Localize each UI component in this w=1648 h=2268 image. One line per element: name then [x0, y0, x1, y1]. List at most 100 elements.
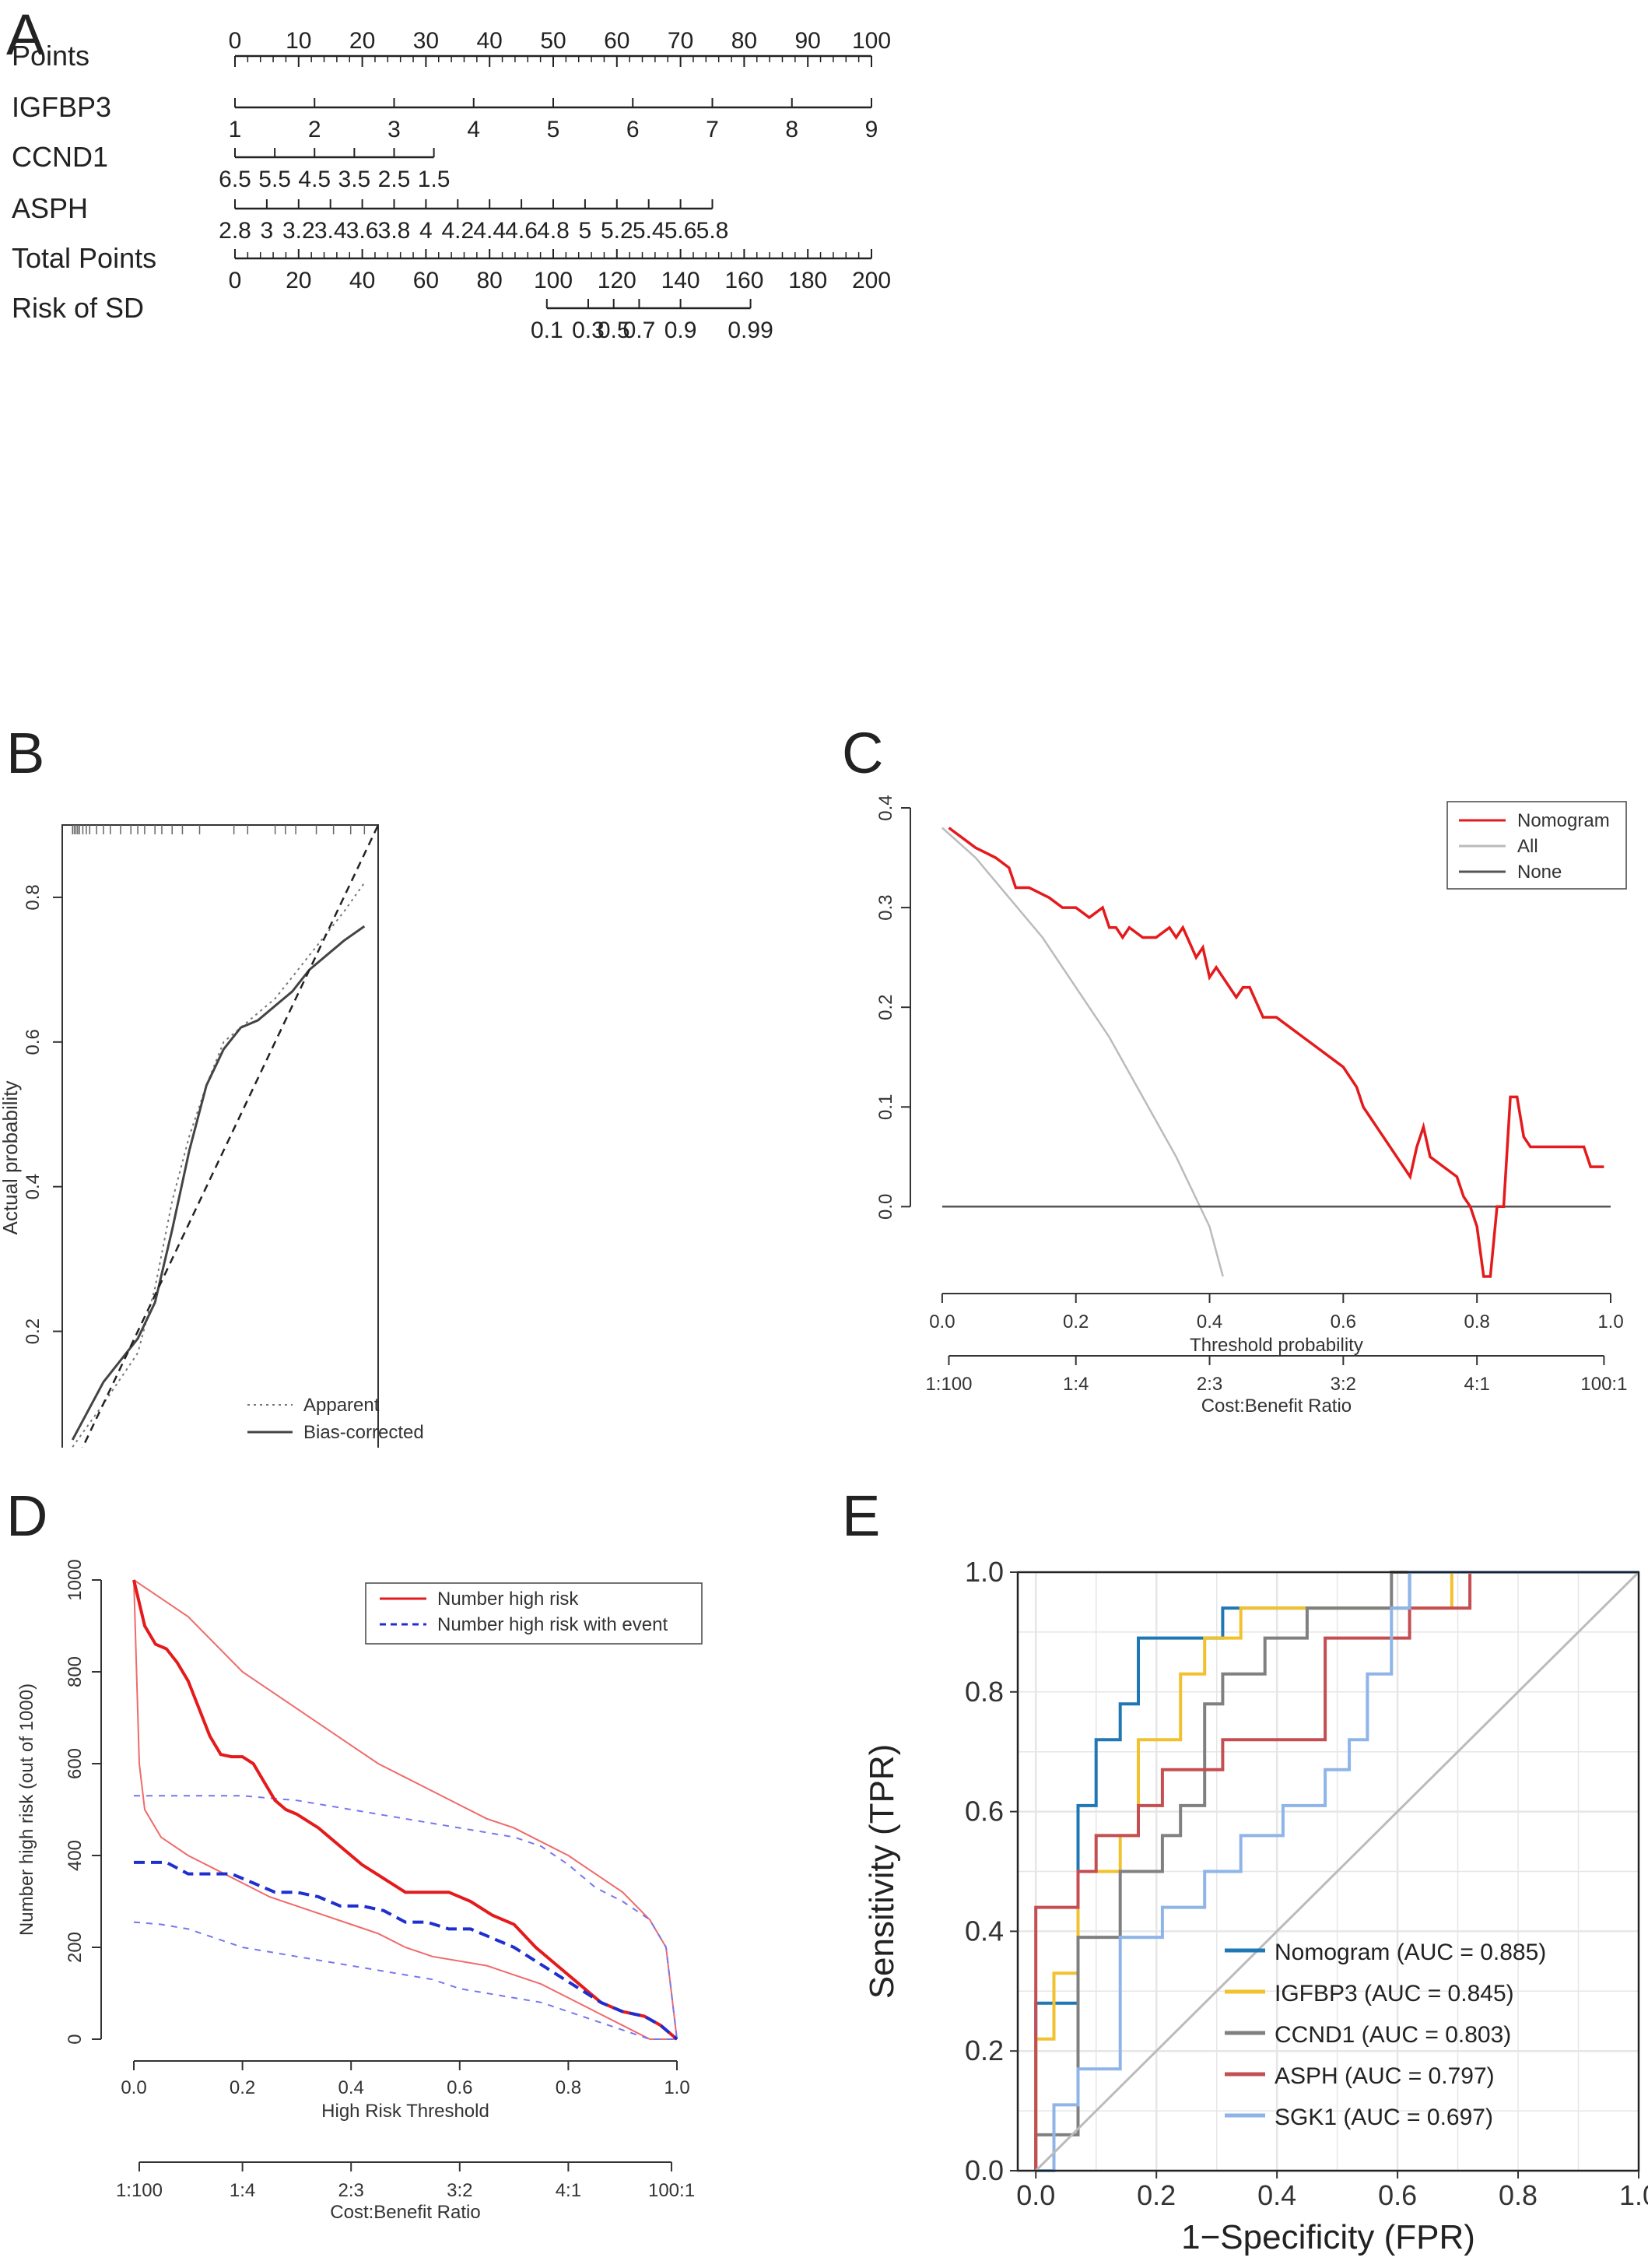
tick-label-points: 20	[349, 28, 375, 54]
diagonal-reference-line	[1035, 1571, 1640, 2172]
tick-label-asph: 3.6	[346, 218, 379, 244]
tick-label-igfbp3: 4	[467, 117, 480, 142]
x-tick-label: 0.8	[1464, 1311, 1489, 1332]
tick-label-asph: 5.6	[664, 218, 697, 244]
y-tick-label: 400	[65, 1840, 86, 1871]
x-tick-label: 0.4	[1197, 1311, 1222, 1332]
tick-label-asph: 3.4	[314, 218, 347, 244]
cost-benefit-tick-label: 100:1	[1580, 1374, 1627, 1395]
y-tick-label: 0.0	[875, 1194, 896, 1220]
confidence-band-line	[133, 1579, 677, 2040]
x-tick-label: 0.2	[1137, 2179, 1176, 2211]
tick-label-risk-of-sd: 0.7	[623, 318, 656, 343]
tick-label-asph: 3.2	[282, 218, 315, 244]
tick-label-total-points: 60	[413, 268, 439, 293]
legend-label: CCND1 (AUC = 0.803)	[1275, 2022, 1511, 2048]
tick-label-points: 0	[229, 28, 242, 54]
y-tick-label: 0.4	[875, 795, 896, 820]
x-axis-label: Threshold probability	[1190, 1335, 1363, 1356]
tick-label-total-points: 0	[229, 268, 242, 293]
confidence-band-line	[134, 1795, 678, 2040]
tick-label-ccnd1: 3.5	[338, 167, 371, 192]
cost-benefit-tick-label: 1:100	[925, 1374, 972, 1395]
x-tick-label: 0.8	[1499, 2179, 1538, 2211]
x-axis-label: 1−Specificity (FPR)	[1181, 2218, 1475, 2256]
tick-label-asph: 3	[261, 218, 274, 244]
y-tick-label: 0.8	[965, 1676, 1004, 1708]
series-line-apparent	[72, 882, 366, 1448]
tick-label-asph: 4.8	[537, 218, 570, 244]
y-tick-label: 0.0	[965, 2154, 1004, 2186]
cost-benefit-tick-label: 3:2	[1331, 1374, 1356, 1395]
y-axis-label: Actual probability	[0, 1081, 22, 1235]
y-axis-label: Sensitivity (TPR)	[863, 1744, 901, 1999]
y-tick-label: 800	[65, 1656, 86, 1687]
tick-label-points: 80	[731, 28, 757, 54]
tick-label-asph: 5.4	[633, 218, 665, 244]
tick-label-asph: 5.2	[601, 218, 633, 244]
tick-label-ccnd1: 4.5	[298, 167, 331, 192]
tick-label-total-points: 200	[852, 268, 891, 293]
series-line-ideal	[81, 825, 378, 1448]
tick-label-asph: 4.6	[505, 218, 538, 244]
legend-label: Apparent	[303, 1395, 380, 1416]
x-tick-label: 1.0	[664, 2077, 689, 2098]
plot-frame	[61, 824, 379, 1448]
y-tick-label: 0.2	[965, 2035, 1004, 2066]
tick-label-igfbp3: 2	[308, 117, 321, 142]
tick-label-points: 30	[413, 28, 439, 54]
panel-label-b: B	[6, 721, 45, 785]
tick-label-igfbp3: 6	[626, 117, 640, 142]
panel-label-e: E	[842, 1483, 881, 1548]
x-tick-label: 0.8	[556, 2077, 581, 2098]
x-tick-label: 0.6	[447, 2077, 472, 2098]
legend-label: Nomogram (AUC = 0.885)	[1275, 1940, 1546, 1965]
legend-label: None	[1517, 862, 1562, 883]
panel-label-c: C	[842, 721, 884, 785]
tick-label-igfbp3: 9	[865, 117, 878, 142]
series-line-number-high-risk-with-event	[134, 1860, 678, 2041]
tick-label-total-points: 160	[724, 268, 763, 293]
row-label-igfbp3: IGFBP3	[12, 91, 111, 123]
x-tick-label: 1.0	[1597, 1311, 1623, 1332]
tick-label-risk-of-sd: 0.3	[572, 318, 605, 343]
tick-label-points: 40	[477, 28, 503, 54]
tick-label-total-points: 100	[534, 268, 573, 293]
cost-benefit-tick-label: 2:3	[1197, 1374, 1222, 1395]
tick-label-ccnd1: 6.5	[219, 167, 251, 192]
tick-label-igfbp3: 3	[387, 117, 401, 142]
row-label-total-points: Total Points	[12, 242, 156, 274]
tick-label-risk-of-sd: 0.5	[598, 318, 630, 343]
series-line-nomogram	[948, 827, 1604, 1278]
tick-label-total-points: 80	[477, 268, 503, 293]
cost-benefit-tick-label: 3:2	[447, 2180, 472, 2201]
roc-curve-sgk1	[1036, 1571, 1639, 2172]
y-tick-label: 1000	[65, 1559, 86, 1600]
y-tick-label: 1.0	[965, 1556, 1004, 1588]
legend-label: Number high risk	[437, 1589, 579, 1610]
cost-benefit-tick-label: 4:1	[1464, 1374, 1489, 1395]
tick-label-ccnd1: 1.5	[418, 167, 451, 192]
tick-label-ccnd1: 5.5	[258, 167, 291, 192]
panel-label-a: A	[6, 2, 45, 67]
y-axis-label: Number high risk (out of 1000)	[16, 1683, 37, 1936]
x-tick-label: 0.4	[1257, 2179, 1296, 2211]
row-label-points: Points	[12, 40, 89, 72]
tick-label-points: 90	[795, 28, 821, 54]
tick-label-points: 70	[668, 28, 693, 54]
tick-label-ccnd1: 2.5	[378, 167, 411, 192]
x-tick-label: 0.6	[1378, 2179, 1417, 2211]
tick-label-igfbp3: 8	[785, 117, 798, 142]
tick-label-total-points: 120	[598, 268, 636, 293]
y-tick-label: 0.4	[23, 1174, 44, 1199]
tick-label-total-points: 140	[661, 268, 700, 293]
cost-benefit-axis-label: Cost:Benefit Ratio	[1201, 1396, 1352, 1417]
tick-label-total-points: 180	[788, 268, 827, 293]
x-tick-label: 0.0	[1016, 2179, 1055, 2211]
legend-label: ASPH (AUC = 0.797)	[1275, 2063, 1495, 2089]
y-tick-label: 600	[65, 1748, 86, 1779]
tick-label-asph: 4.2	[441, 218, 474, 244]
tick-label-igfbp3: 1	[229, 117, 242, 142]
y-tick-label: 0.2	[23, 1318, 44, 1344]
y-tick-label: 0.3	[875, 894, 896, 920]
